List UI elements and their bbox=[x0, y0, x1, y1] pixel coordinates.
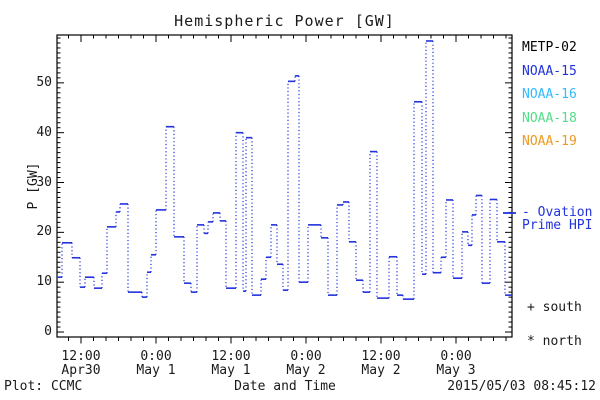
x-tick-time: 0:00 bbox=[140, 349, 172, 364]
chart-title: Hemispheric Power [GW] bbox=[174, 12, 395, 30]
y-tick-label: 40 bbox=[36, 124, 52, 140]
plot-source-label: Plot: CCMC bbox=[4, 379, 83, 394]
legend-item-noaa-16: NOAA-16 bbox=[522, 87, 577, 102]
x-tick-time: 12:00 bbox=[361, 349, 401, 364]
x-tick-date: Apr30 bbox=[61, 363, 101, 378]
x-tick-label: 12:00 May 1 bbox=[191, 350, 271, 378]
x-tick-time: 0:00 bbox=[440, 349, 472, 364]
south-marker-legend: + south bbox=[527, 300, 582, 315]
y-tick-label: 30 bbox=[36, 174, 52, 190]
x-tick-date: May 1 bbox=[136, 363, 176, 378]
north-marker-legend: * north bbox=[527, 334, 582, 349]
legend-item-noaa-15: NOAA-15 bbox=[522, 64, 577, 79]
x-tick-label: 12:00 Apr30 bbox=[41, 350, 121, 378]
x-tick-label: 0:00 May 2 bbox=[266, 350, 346, 378]
x-tick-label: 12:00 May 2 bbox=[341, 350, 421, 378]
x-tick-date: May 3 bbox=[436, 363, 476, 378]
x-tick-label: 0:00 May 3 bbox=[416, 350, 496, 378]
x-tick-label: 0:00 May 1 bbox=[116, 350, 196, 378]
x-tick-time: 0:00 bbox=[290, 349, 322, 364]
y-tick-label: 20 bbox=[36, 224, 52, 240]
x-tick-date: May 2 bbox=[361, 363, 401, 378]
legend-item-noaa-19: NOAA-19 bbox=[522, 134, 577, 149]
x-axis-title: Date and Time bbox=[234, 379, 336, 394]
legend-item-noaa-18: NOAA-18 bbox=[522, 111, 577, 126]
y-tick-label: 0 bbox=[44, 324, 52, 340]
x-tick-time: 12:00 bbox=[211, 349, 251, 364]
x-tick-time: 12:00 bbox=[61, 349, 101, 364]
legend-item-metp-02: METP-02 bbox=[522, 40, 577, 55]
ovation-prime-label-line1: - Ovation bbox=[522, 205, 593, 220]
plot-timestamp: 2015/05/03 08:45:12 bbox=[447, 379, 596, 394]
ovation-prime-label-line2: Prime HPI bbox=[522, 218, 593, 233]
ovation-prime-label: - Ovation Prime HPI bbox=[522, 206, 592, 232]
y-tick-label: 10 bbox=[36, 274, 52, 290]
x-tick-date: May 2 bbox=[286, 363, 326, 378]
axes-frame bbox=[56, 34, 513, 338]
y-tick-label: 50 bbox=[36, 74, 52, 90]
x-tick-date: May 1 bbox=[211, 363, 251, 378]
